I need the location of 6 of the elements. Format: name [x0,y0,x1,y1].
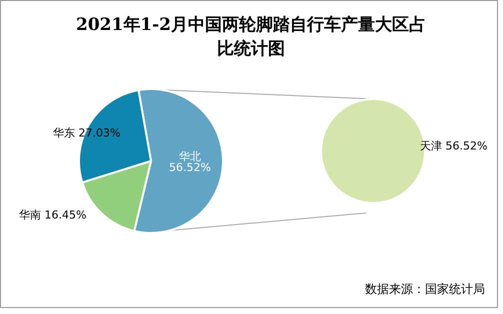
chart-title: 2021年1-2月中国两轮脚踏自行车产量大区占比统计图 [74,14,428,61]
slice-label: 华南 16.45% [19,208,86,222]
slice-label: 天津 56.52% [420,140,488,152]
slice-label: 华北 [178,150,201,164]
source-note: 数据来源：国家统计局 [365,281,485,298]
data-label: 56.52% [169,161,211,174]
